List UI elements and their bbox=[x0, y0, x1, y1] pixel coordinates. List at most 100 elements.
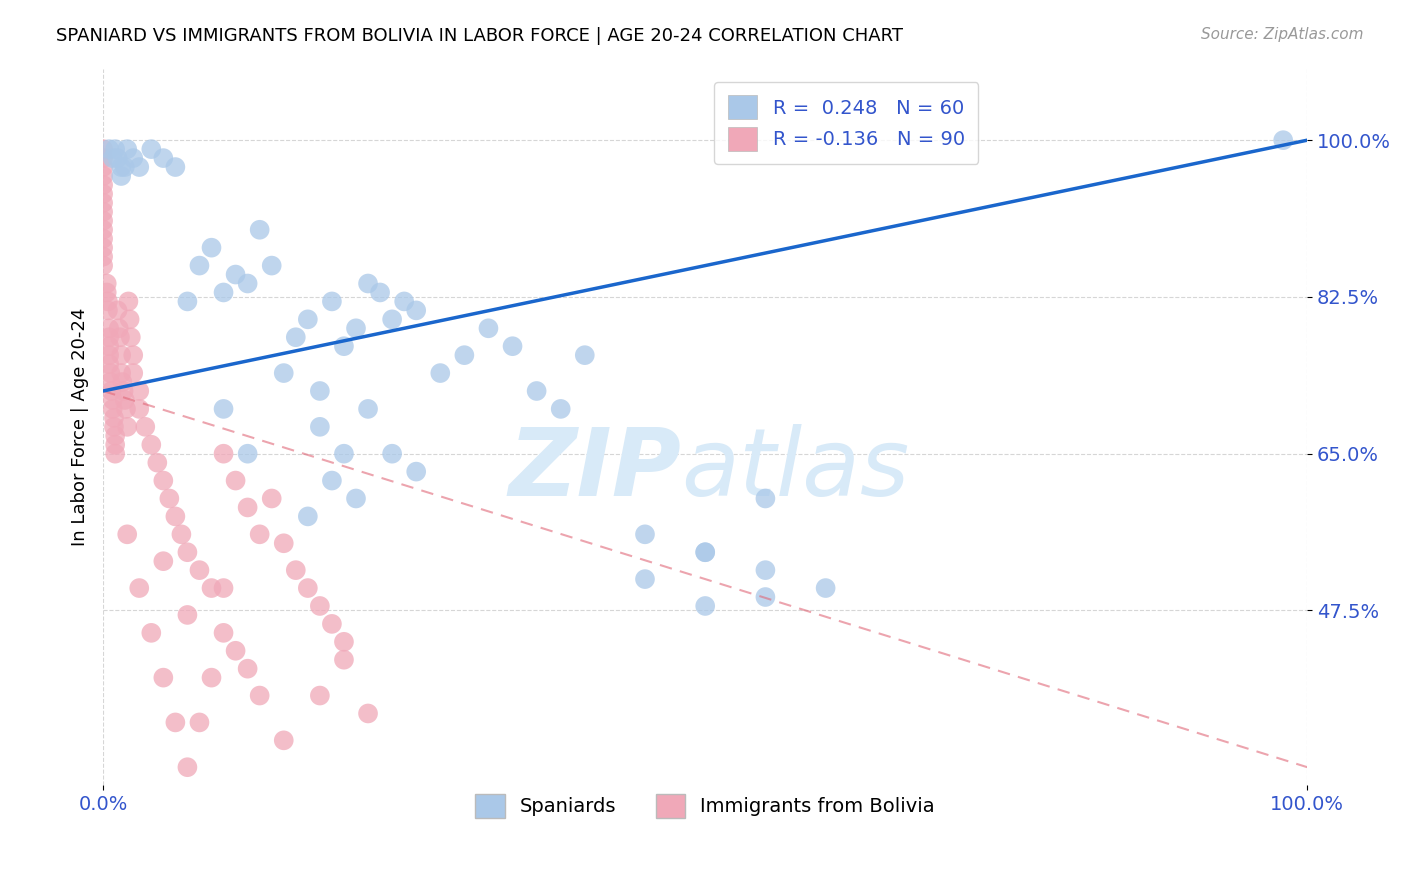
Point bbox=[152, 474, 174, 488]
Point bbox=[236, 500, 259, 515]
Point bbox=[103, 410, 125, 425]
Point bbox=[128, 581, 150, 595]
Point bbox=[260, 259, 283, 273]
Point bbox=[91, 223, 114, 237]
Point bbox=[814, 581, 837, 595]
Point bbox=[381, 447, 404, 461]
Legend: Spaniards, Immigrants from Bolivia: Spaniards, Immigrants from Bolivia bbox=[468, 786, 942, 826]
Point bbox=[115, 142, 138, 156]
Point bbox=[754, 563, 776, 577]
Point bbox=[550, 401, 572, 416]
Point bbox=[309, 689, 332, 703]
Point bbox=[165, 509, 187, 524]
Point bbox=[212, 285, 235, 300]
Point bbox=[526, 384, 548, 398]
Point bbox=[212, 581, 235, 595]
Point bbox=[381, 312, 404, 326]
Point bbox=[357, 706, 380, 721]
Point bbox=[405, 465, 427, 479]
Point bbox=[357, 277, 380, 291]
Point bbox=[502, 339, 524, 353]
Point bbox=[128, 160, 150, 174]
Point bbox=[695, 545, 717, 559]
Point bbox=[297, 312, 319, 326]
Point bbox=[104, 429, 127, 443]
Point bbox=[165, 715, 187, 730]
Point bbox=[284, 563, 307, 577]
Point bbox=[100, 384, 122, 398]
Point bbox=[273, 536, 295, 550]
Point bbox=[695, 599, 717, 613]
Point bbox=[141, 142, 163, 156]
Point bbox=[200, 581, 222, 595]
Point bbox=[146, 456, 169, 470]
Point bbox=[236, 277, 259, 291]
Point bbox=[200, 241, 222, 255]
Point bbox=[309, 419, 332, 434]
Point bbox=[141, 625, 163, 640]
Point bbox=[152, 151, 174, 165]
Point bbox=[477, 321, 499, 335]
Point bbox=[225, 644, 247, 658]
Point bbox=[91, 151, 114, 165]
Point bbox=[225, 474, 247, 488]
Point bbox=[574, 348, 596, 362]
Point bbox=[368, 285, 391, 300]
Point bbox=[91, 204, 114, 219]
Point bbox=[1272, 133, 1295, 147]
Point bbox=[114, 392, 136, 407]
Point bbox=[152, 554, 174, 568]
Point bbox=[754, 491, 776, 506]
Text: atlas: atlas bbox=[681, 425, 910, 516]
Point bbox=[392, 294, 415, 309]
Point bbox=[754, 590, 776, 604]
Point bbox=[117, 294, 139, 309]
Point bbox=[249, 689, 271, 703]
Point bbox=[200, 671, 222, 685]
Point bbox=[101, 392, 124, 407]
Point bbox=[91, 186, 114, 201]
Point bbox=[333, 447, 356, 461]
Point bbox=[405, 303, 427, 318]
Point bbox=[107, 151, 129, 165]
Point bbox=[176, 545, 198, 559]
Point bbox=[333, 339, 356, 353]
Point bbox=[236, 662, 259, 676]
Point bbox=[91, 178, 114, 192]
Point bbox=[110, 366, 132, 380]
Point bbox=[101, 401, 124, 416]
Point bbox=[91, 241, 114, 255]
Point bbox=[98, 321, 121, 335]
Point bbox=[108, 330, 131, 344]
Point bbox=[98, 357, 121, 371]
Point bbox=[634, 527, 657, 541]
Point bbox=[110, 348, 132, 362]
Point bbox=[128, 384, 150, 398]
Point bbox=[98, 375, 121, 389]
Point bbox=[104, 447, 127, 461]
Point bbox=[176, 294, 198, 309]
Point bbox=[333, 635, 356, 649]
Point bbox=[122, 348, 145, 362]
Point bbox=[110, 160, 132, 174]
Point bbox=[429, 366, 451, 380]
Point bbox=[114, 160, 136, 174]
Text: SPANIARD VS IMMIGRANTS FROM BOLIVIA IN LABOR FORCE | AGE 20-24 CORRELATION CHART: SPANIARD VS IMMIGRANTS FROM BOLIVIA IN L… bbox=[56, 27, 903, 45]
Point bbox=[96, 285, 118, 300]
Point bbox=[91, 214, 114, 228]
Point bbox=[212, 401, 235, 416]
Point bbox=[297, 509, 319, 524]
Point bbox=[333, 653, 356, 667]
Point bbox=[120, 330, 142, 344]
Point bbox=[107, 321, 129, 335]
Point bbox=[170, 527, 193, 541]
Point bbox=[96, 277, 118, 291]
Point bbox=[225, 268, 247, 282]
Point bbox=[152, 671, 174, 685]
Point bbox=[98, 366, 121, 380]
Point bbox=[273, 733, 295, 747]
Point bbox=[309, 599, 332, 613]
Point bbox=[212, 625, 235, 640]
Point bbox=[91, 160, 114, 174]
Point bbox=[236, 447, 259, 461]
